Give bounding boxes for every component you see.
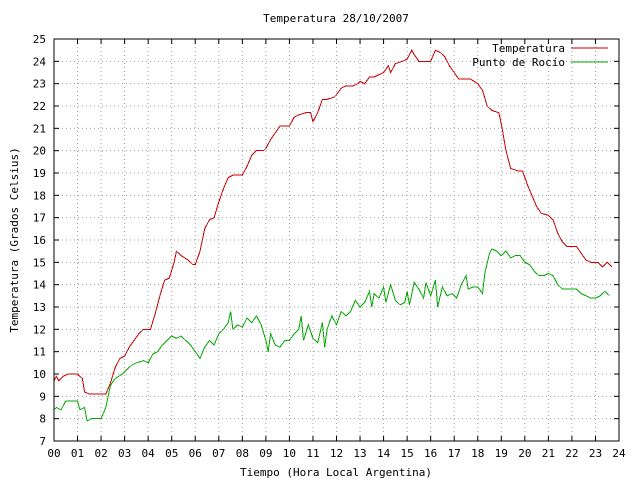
x-tick-label: 04 (142, 447, 156, 460)
x-tick-label: 16 (424, 447, 437, 460)
x-tick-label: 23 (589, 447, 602, 460)
x-tick-label: 18 (471, 447, 484, 460)
x-tick-label: 01 (71, 447, 84, 460)
y-tick-label: 14 (33, 279, 47, 292)
series-line-temperatura (53, 49, 613, 395)
y-tick-label: 7 (39, 435, 46, 448)
axis-ticks (53, 38, 620, 442)
y-tick-label: 19 (33, 167, 46, 180)
x-tick-label: 06 (189, 447, 202, 460)
x-tick-label: 12 (330, 447, 343, 460)
x-tick-label: 10 (283, 447, 296, 460)
y-tick-label: 20 (33, 145, 46, 158)
legend-label: Punto de Rocío (472, 56, 565, 69)
y-tick-label: 8 (39, 413, 46, 426)
y-axis-label: Temperatura (Grados Celsius) (8, 147, 21, 332)
y-tick-label: 25 (33, 33, 46, 46)
x-tick-label: 03 (118, 447, 131, 460)
chart-title: Temperatura 28/10/2007 (263, 12, 409, 25)
y-tick-label: 22 (33, 100, 46, 113)
series-group (53, 49, 613, 422)
x-tick-label: 13 (353, 447, 366, 460)
x-tick-label: 11 (306, 447, 319, 460)
x-tick-label: 05 (165, 447, 178, 460)
y-tick-label: 23 (33, 78, 46, 91)
y-tick-label: 15 (33, 256, 46, 269)
x-tick-label: 22 (565, 447, 578, 460)
y-tick-label: 13 (33, 301, 46, 314)
x-tick-label: 09 (259, 447, 272, 460)
series-line-punto-de-rocio (53, 248, 610, 422)
x-tick-label: 02 (94, 447, 107, 460)
x-tick-label: 08 (236, 447, 249, 460)
y-tick-label: 12 (33, 323, 46, 336)
y-tick-label: 21 (33, 122, 46, 135)
y-tick-label: 11 (33, 346, 46, 359)
x-tick-label: 20 (518, 447, 531, 460)
grid-lines (54, 39, 619, 441)
y-tick-label: 24 (33, 55, 47, 68)
x-tick-label: 17 (448, 447, 461, 460)
x-axis-label: Tiempo (Hora Local Argentina) (240, 466, 432, 479)
x-tick-label: 21 (542, 447, 555, 460)
y-tick-labels: 7 8 9 10 11 12 13 14 15 16 17 18 19 20 21 22 23 24 25 (33, 33, 47, 448)
y-tick-label: 17 (33, 212, 46, 225)
y-tick-label: 18 (33, 189, 46, 202)
y-tick-label: 10 (33, 368, 46, 381)
x-tick-label: 14 (377, 447, 391, 460)
x-tick-label: 07 (212, 447, 225, 460)
x-tick-labels: 00 01 02 03 04 05 06 07 08 09 10 11 12 13 14 15 16 17 18 19… (47, 447, 626, 460)
x-tick-label: 00 (47, 447, 60, 460)
y-tick-label: 9 (39, 390, 46, 403)
x-tick-label: 15 (401, 447, 414, 460)
x-tick-label: 19 (495, 447, 508, 460)
y-tick-label: 16 (33, 234, 46, 247)
x-tick-label: 24 (612, 447, 626, 460)
legend-label: Temperatura (492, 42, 565, 55)
